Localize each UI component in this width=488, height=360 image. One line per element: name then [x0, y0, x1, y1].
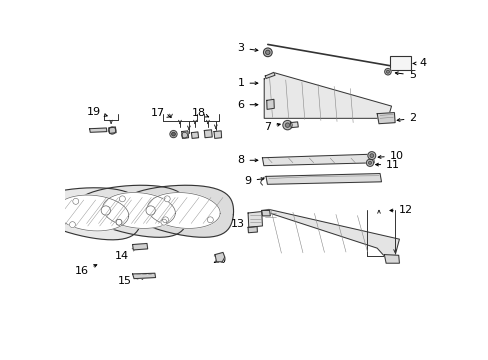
Text: 6: 6: [237, 100, 257, 110]
Circle shape: [116, 219, 122, 225]
Polygon shape: [132, 243, 147, 250]
Polygon shape: [214, 131, 221, 138]
Circle shape: [207, 217, 213, 223]
Polygon shape: [261, 211, 270, 216]
Polygon shape: [182, 131, 188, 138]
Text: 17: 17: [150, 108, 170, 118]
Circle shape: [161, 219, 166, 225]
Polygon shape: [121, 185, 233, 237]
Text: 20: 20: [211, 255, 225, 265]
Circle shape: [285, 123, 289, 127]
Circle shape: [55, 208, 64, 218]
Circle shape: [164, 196, 170, 202]
Polygon shape: [76, 185, 188, 237]
Text: 15: 15: [117, 276, 144, 286]
Circle shape: [368, 161, 371, 164]
Text: 1: 1: [237, 78, 257, 88]
Polygon shape: [89, 128, 106, 132]
Circle shape: [146, 206, 155, 215]
Circle shape: [169, 131, 177, 138]
Circle shape: [162, 217, 168, 223]
Polygon shape: [30, 188, 142, 240]
Circle shape: [263, 48, 271, 57]
Polygon shape: [109, 127, 116, 134]
Circle shape: [384, 68, 390, 75]
Circle shape: [69, 222, 75, 228]
Text: 5: 5: [395, 70, 415, 80]
Circle shape: [182, 132, 187, 138]
Circle shape: [282, 121, 292, 130]
Polygon shape: [102, 193, 175, 228]
Circle shape: [369, 154, 373, 157]
Text: 11: 11: [375, 159, 399, 170]
Polygon shape: [376, 113, 394, 124]
Text: 16: 16: [74, 265, 97, 276]
Polygon shape: [56, 195, 128, 231]
Text: 12: 12: [389, 206, 412, 216]
Polygon shape: [261, 210, 399, 255]
Circle shape: [265, 50, 269, 54]
Text: 13: 13: [230, 219, 256, 229]
Polygon shape: [384, 255, 399, 263]
Bar: [389, 56, 410, 69]
Polygon shape: [204, 130, 212, 138]
Text: 7: 7: [264, 122, 280, 132]
Polygon shape: [132, 273, 155, 279]
Text: 18: 18: [191, 108, 208, 118]
Text: 4: 4: [412, 58, 426, 68]
Circle shape: [171, 132, 175, 136]
Circle shape: [366, 159, 373, 166]
Polygon shape: [247, 226, 257, 233]
Circle shape: [367, 152, 375, 159]
Polygon shape: [247, 212, 262, 227]
Text: 9: 9: [244, 176, 264, 186]
Circle shape: [119, 196, 125, 202]
Circle shape: [101, 206, 110, 215]
Circle shape: [116, 219, 122, 225]
Polygon shape: [265, 174, 381, 184]
Text: 10: 10: [377, 151, 403, 161]
Polygon shape: [191, 132, 198, 138]
Polygon shape: [147, 193, 220, 228]
Circle shape: [108, 127, 116, 134]
Polygon shape: [262, 154, 373, 166]
Circle shape: [73, 198, 79, 204]
Text: 2: 2: [396, 113, 416, 123]
Text: 8: 8: [237, 155, 257, 165]
Polygon shape: [266, 99, 274, 109]
Circle shape: [386, 70, 388, 73]
Polygon shape: [215, 252, 224, 262]
Text: 19: 19: [87, 107, 107, 117]
Text: 14: 14: [115, 248, 135, 261]
Polygon shape: [265, 72, 274, 78]
Polygon shape: [290, 122, 298, 128]
Text: 3: 3: [237, 43, 257, 53]
Polygon shape: [264, 72, 391, 118]
